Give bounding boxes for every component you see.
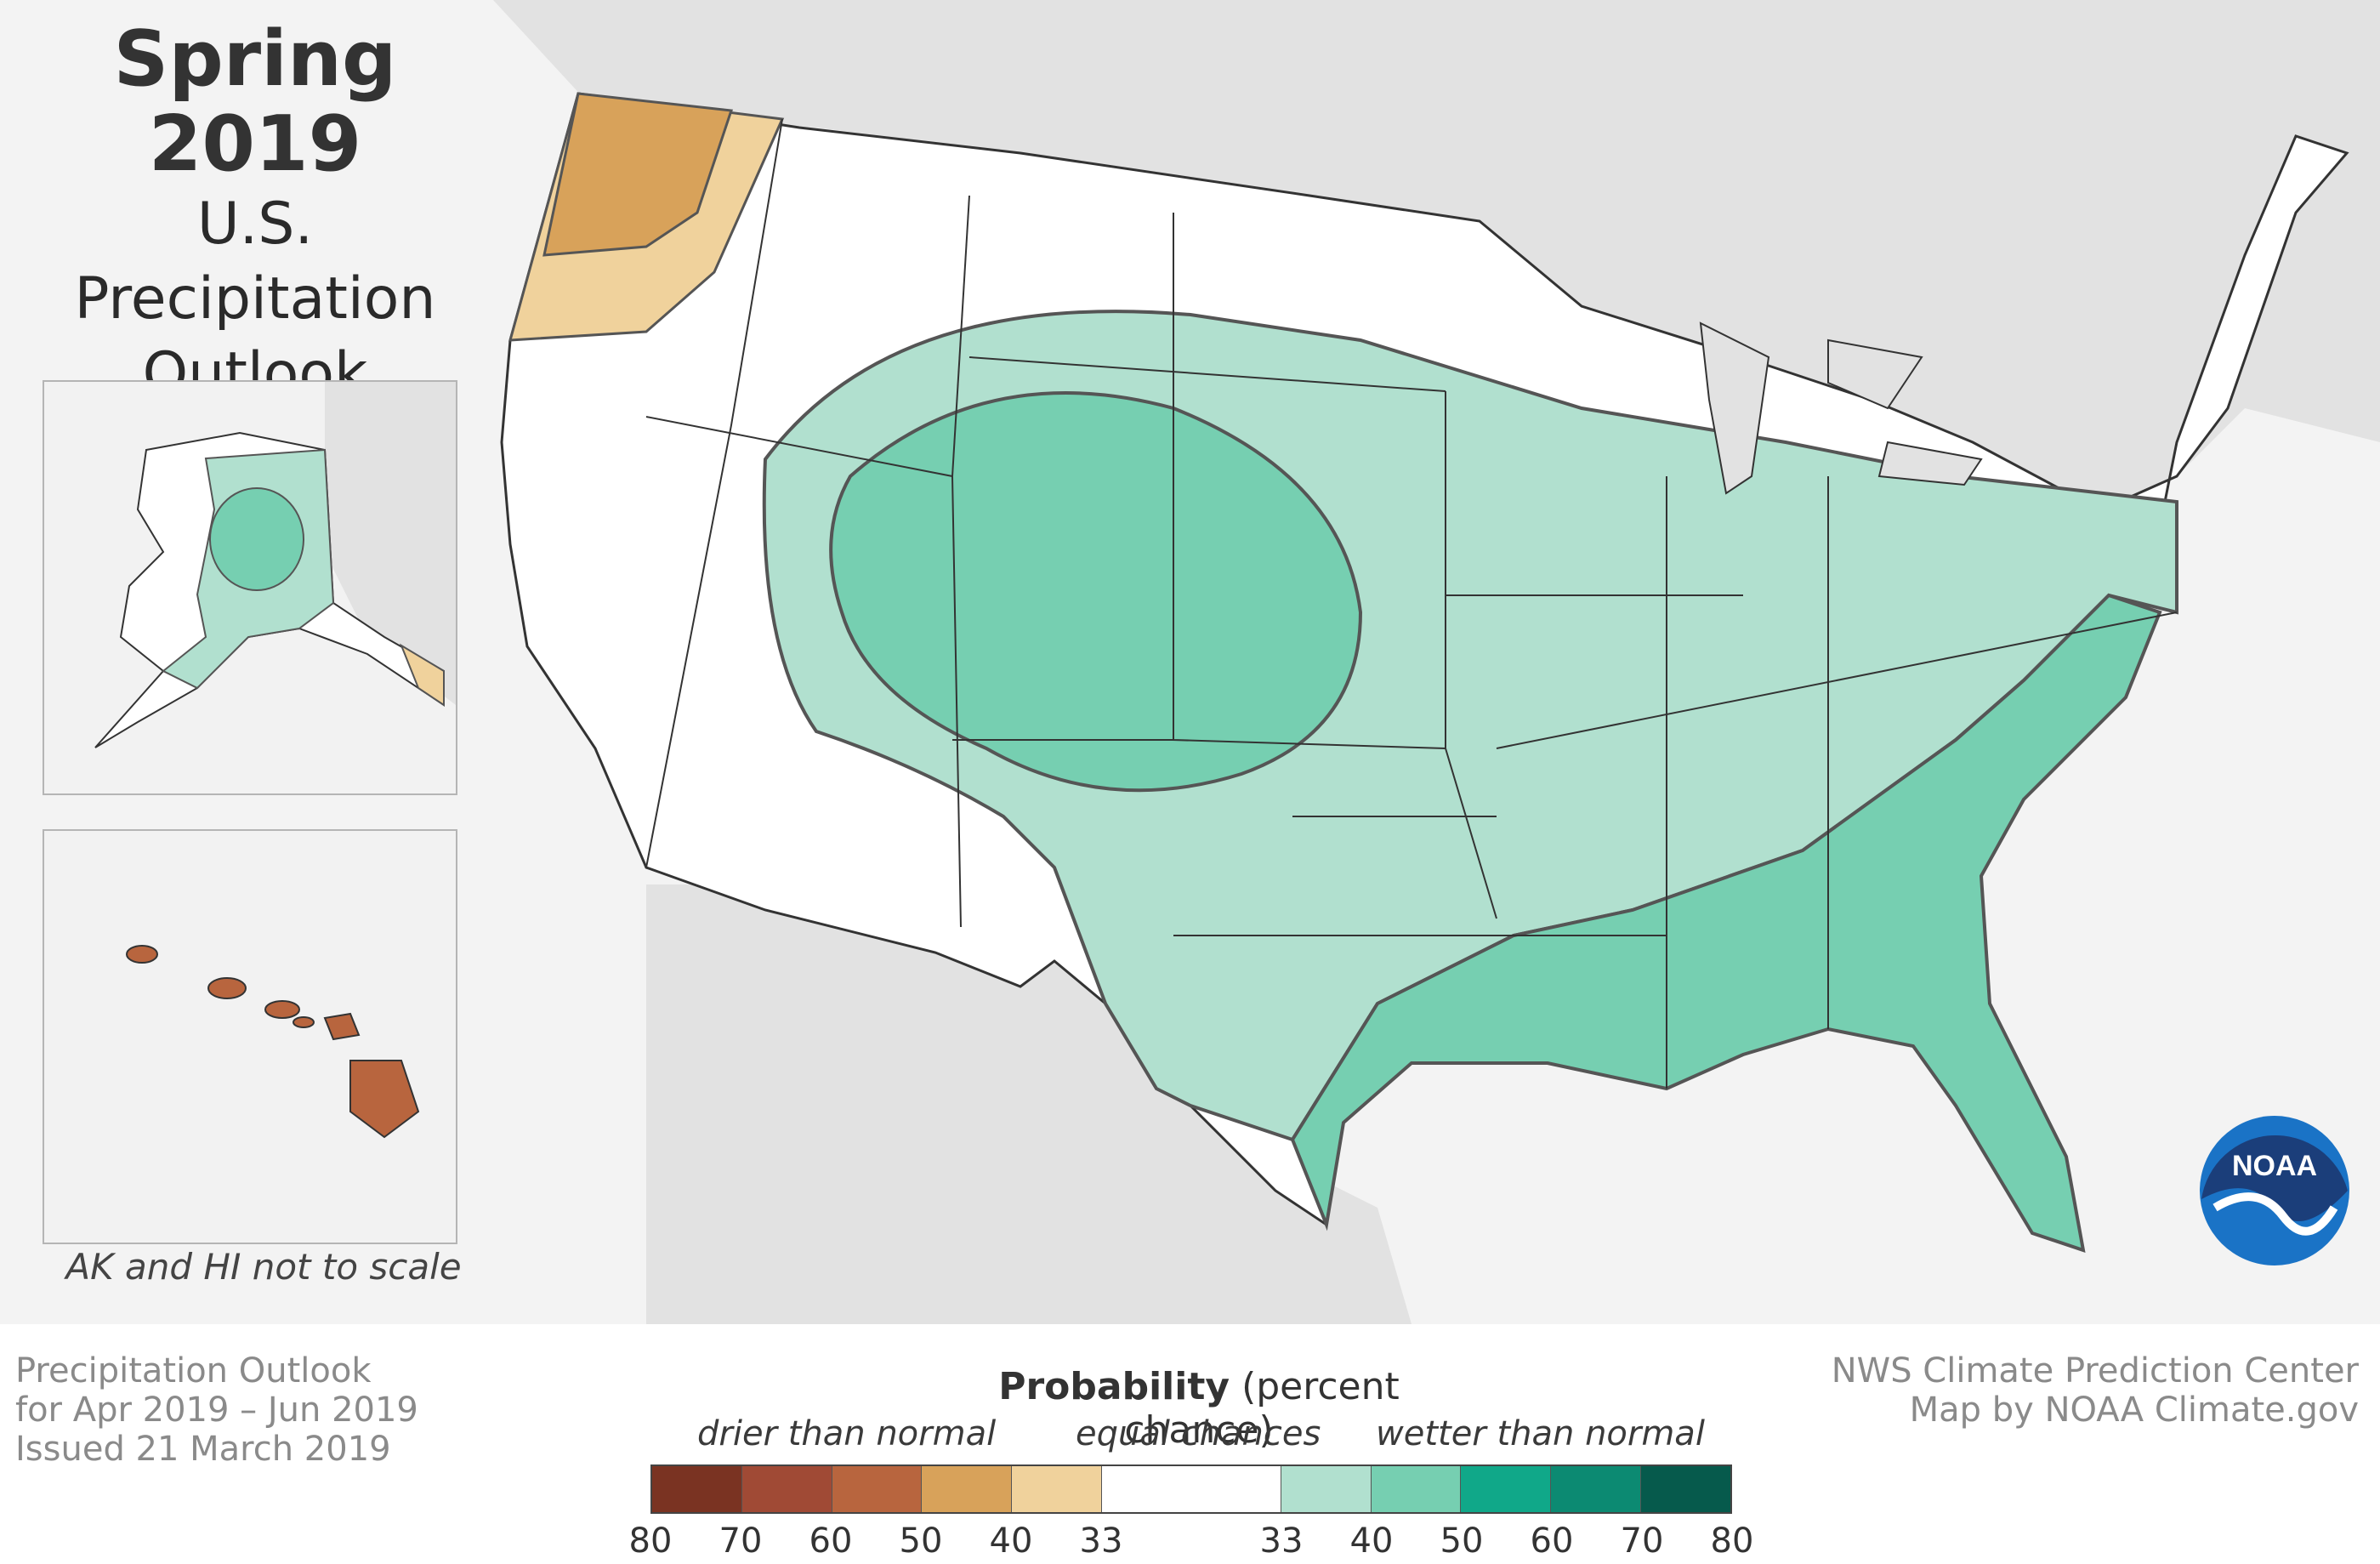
climate-gov-credit: Map by NOAA Climate.gov — [1909, 1391, 2359, 1430]
tick-label: 70 — [719, 1521, 763, 1561]
subtitle-line2: Precipitation — [74, 265, 436, 333]
legend-drier-label: drier than normal — [697, 1414, 997, 1453]
cpc-credit: NWS Climate Prediction Center — [1831, 1351, 2359, 1391]
hawaii-map — [44, 831, 456, 1243]
legend-color-bar — [650, 1464, 1732, 1514]
swatch-wetter-80 — [1641, 1466, 1730, 1512]
pnw-dry-50 — [542, 92, 734, 257]
canada-landmass — [493, 0, 2380, 510]
hawaii-inset — [43, 829, 457, 1244]
tick-label: 60 — [809, 1521, 853, 1561]
legend-title: Probability (percent chance) — [927, 1365, 1471, 1452]
noaa-logo: NOAA — [2200, 1116, 2349, 1265]
canada-yukon — [325, 382, 456, 705]
tick-label: 50 — [1440, 1521, 1484, 1561]
tick-label: 80 — [628, 1521, 673, 1561]
mexico-landmass — [646, 884, 1412, 1324]
outlook-period: for Apr 2019 – Jun 2019 — [15, 1391, 418, 1430]
tick-label: 60 — [1530, 1521, 1574, 1561]
state-borders — [645, 118, 2178, 1089]
swatch-wetter-70 — [1551, 1466, 1642, 1512]
noaa-logo-text: NOAA — [2232, 1150, 2317, 1182]
legend-wetter-label: wetter than normal — [1376, 1414, 1705, 1453]
legend-equal-label: equal chances — [1076, 1414, 1321, 1453]
footer-left: Precipitation Outlook for Apr 2019 – Jun… — [15, 1351, 418, 1469]
swatch-wetter-50 — [1371, 1466, 1462, 1512]
legend-title-rest: (percent chance) — [1124, 1365, 1400, 1452]
footer: Precipitation Outlook for Apr 2019 – Jun… — [0, 1324, 2380, 1564]
alaska-panhandle-dry — [399, 643, 445, 707]
wet-50-rockies — [829, 391, 1363, 793]
outlook-label: Precipitation Outlook — [15, 1351, 372, 1391]
alaska-map — [44, 382, 456, 793]
legend-title-bold: Probability — [998, 1365, 1230, 1408]
baja-landmass — [646, 884, 850, 1324]
swatch-drier-40 — [1012, 1466, 1103, 1512]
swatch-drier-50 — [922, 1466, 1013, 1512]
subtitle-line1: U.S. — [196, 191, 314, 258]
alaska-inset — [43, 380, 457, 795]
issued-date: Issued 21 March 2019 — [15, 1430, 391, 1469]
title-block: Spring 2019 U.S. Precipitation Outlook — [17, 17, 493, 412]
precipitation-map — [0, 0, 2380, 1324]
inset-scale-note: AK and HI not to scale — [65, 1246, 462, 1288]
map-title: Spring 2019 — [113, 14, 397, 189]
footer-right: NWS Climate Prediction Center Map by NOA… — [1832, 1351, 2359, 1430]
tick-label: 40 — [1349, 1521, 1394, 1561]
swatch-drier-80 — [652, 1466, 742, 1512]
tick-label: 80 — [1710, 1521, 1754, 1561]
tick-label: 70 — [1620, 1521, 1664, 1561]
alaska-wet-50 — [209, 487, 304, 591]
swatch-drier-70 — [741, 1466, 832, 1512]
great-lakes — [1699, 321, 1983, 495]
swatch-equal — [1102, 1466, 1281, 1512]
swatch-wetter-40 — [1281, 1466, 1372, 1512]
tick-label: 33 — [1259, 1521, 1304, 1561]
hawaii-islands — [126, 945, 420, 1139]
tick-label: 40 — [989, 1521, 1033, 1561]
tick-label: 50 — [899, 1521, 943, 1561]
swatch-drier-60 — [832, 1466, 923, 1512]
tick-label: 33 — [1079, 1521, 1123, 1561]
swatch-wetter-60 — [1461, 1466, 1552, 1512]
